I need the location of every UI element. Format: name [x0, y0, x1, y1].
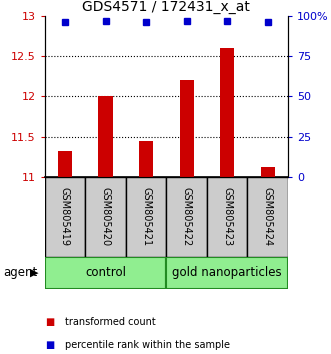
Bar — [207, 177, 247, 257]
Bar — [166, 177, 207, 257]
Text: ■: ■ — [45, 340, 54, 350]
Text: GSM805423: GSM805423 — [222, 187, 232, 246]
Text: GSM805419: GSM805419 — [60, 187, 70, 246]
Bar — [45, 177, 85, 257]
Text: transformed count: transformed count — [65, 317, 155, 327]
Text: GSM805424: GSM805424 — [263, 187, 273, 246]
Text: ▶: ▶ — [30, 268, 38, 278]
Text: gold nanoparticles: gold nanoparticles — [172, 266, 282, 279]
Text: control: control — [85, 266, 126, 279]
Title: GDS4571 / 172431_x_at: GDS4571 / 172431_x_at — [82, 0, 250, 13]
Bar — [85, 177, 126, 257]
Bar — [45, 257, 166, 289]
Bar — [139, 141, 153, 177]
Text: GSM805422: GSM805422 — [182, 187, 192, 246]
Bar — [179, 80, 194, 177]
Bar — [247, 177, 288, 257]
Text: GSM805421: GSM805421 — [141, 187, 151, 246]
Bar — [166, 257, 288, 289]
Bar — [260, 167, 275, 177]
Bar — [98, 96, 113, 177]
Text: percentile rank within the sample: percentile rank within the sample — [65, 340, 229, 350]
Text: ■: ■ — [45, 317, 54, 327]
Bar — [58, 151, 72, 177]
Text: agent: agent — [3, 266, 37, 279]
Text: GSM805420: GSM805420 — [101, 187, 111, 246]
Bar — [126, 177, 166, 257]
Bar — [220, 48, 234, 177]
